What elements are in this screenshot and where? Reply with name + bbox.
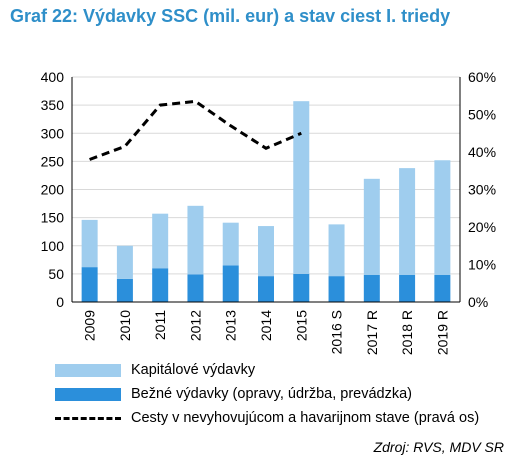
x-tick-label: 2019 R [434,310,450,355]
x-tick-label: 2017 R [364,310,380,355]
y-tick-label: 50 [48,266,64,282]
bar-capital [399,168,416,275]
bar-capital [187,205,204,275]
y-tick-label: 150 [41,210,65,226]
y2-tick-label: 50% [468,107,496,123]
right-axis-tick-labels: 0% 10% 20% 30% 40% 50% 60% [468,69,496,310]
legend-swatch-capital [55,363,121,377]
x-tick-label: 2014 [258,310,274,341]
x-tick-label: 2018 R [399,310,415,355]
y-tick-label: 400 [41,69,65,85]
bar-capital [152,213,169,269]
legend-label-current: Bežné výdavky (opravy, údržba, prevádzka… [131,386,413,402]
y-tick-label: 200 [41,182,65,198]
legend-item-current: Bežné výdavky (opravy, údržba, prevádzka… [55,382,479,406]
legend-label-line: Cesty v nevyhovujúcom a havarijnom stave… [131,410,480,426]
x-tick-label: 2009 [82,310,98,341]
x-tick-label: 2015 [293,310,309,341]
left-axis-tick-labels: 0 50 100 150 200 250 300 350 400 [41,69,65,310]
x-tick-label: 2010 [117,310,133,341]
bar-current [116,278,133,302]
legend-item-line: Cesty v nevyhovujúcom a havarijnom stave… [55,406,479,430]
bar-capital [81,219,98,268]
bar-current [222,265,239,302]
chart-title: Graf 22: Výdavky SSC (mil. eur) a stav c… [10,6,451,26]
legend-label-capital: Kapitálové výdavky [131,362,256,378]
bar-capital [363,178,380,275]
line-roads-poor-condition [89,99,302,161]
bars [81,101,451,302]
bar-capital [116,245,133,279]
bar-current [293,273,310,302]
bar-current [81,267,98,302]
y-tick-label: 250 [41,153,65,169]
axes [71,77,461,303]
y2-tick-label: 60% [468,69,496,85]
bar-capital [258,226,274,277]
bar-current [434,275,451,302]
x-axis-tick-labels: 2009 2010 2011 2012 2013 2014 2015 2016 S 2017 R… [82,310,451,355]
chart: 0 50 100 150 200 250 300 350 400 0% 10% 20% 30% 40% 5… [41,69,496,355]
line-series [89,99,302,161]
x-tick-label: 2012 [187,310,203,341]
y2-tick-label: 0% [468,294,488,310]
y2-tick-label: 30% [468,182,496,198]
y2-tick-label: 10% [468,257,496,273]
x-tick-label: 2016 S [329,310,345,354]
y-tick-label: 350 [41,97,65,113]
bar-current [152,268,169,302]
bar-current [187,274,204,302]
bar-current [328,276,345,302]
legend-swatch-line [55,416,121,420]
y2-tick-label: 40% [468,144,496,160]
legend-swatch-current [55,387,121,401]
bar-capital [222,222,239,266]
x-tick-label: 2013 [223,310,239,341]
y-tick-label: 0 [56,294,64,310]
source-note: Zdroj: RVS, MDV SR [373,439,504,455]
y-tick-label: 300 [41,125,65,141]
bar-capital [293,101,310,274]
y2-tick-label: 20% [468,219,496,235]
x-tick-label: 2011 [152,310,168,340]
legend: Kapitálové výdavky Bežné výdavky (opravy… [55,358,479,430]
bar-current [363,275,380,302]
legend-item-capital: Kapitálové výdavky [55,358,479,382]
bar-capital [434,160,451,275]
bar-capital [328,224,345,277]
bar-current [258,276,274,302]
bar-current [399,275,416,302]
y-tick-label: 100 [41,238,65,254]
